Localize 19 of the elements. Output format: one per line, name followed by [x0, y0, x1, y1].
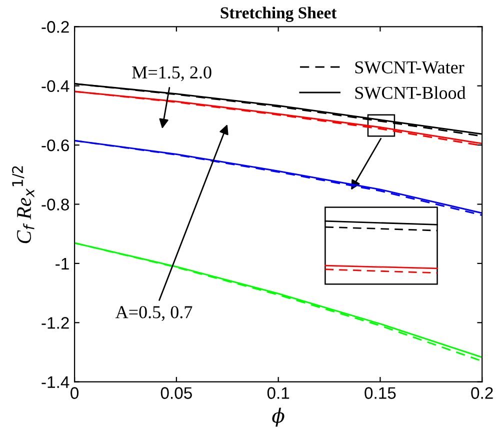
x-tick-label: 0.2	[471, 387, 493, 399]
chart-title: Stretching Sheet	[220, 6, 337, 22]
x-axis-title: ϕ	[272, 408, 284, 427]
x-tick-label: 0.1	[267, 387, 290, 399]
legend-label: SWCNT-Water	[355, 61, 464, 74]
x-tick-label: 0	[70, 387, 79, 399]
y-tick-label: -1.4	[42, 376, 70, 388]
y-tick-label: -0.8	[42, 198, 69, 210]
x-tick-label: 0.05	[160, 387, 192, 399]
x-tick-label: 0.15	[364, 387, 396, 399]
y-tick-label: -0.6	[42, 139, 69, 152]
y-axis-title: C$_{f}$ Re$_{x}$$^{1/2}$	[12, 166, 34, 244]
legend-label: SWCNT-Blood	[355, 86, 466, 100]
annotation: M=1.5, 2.0	[132, 66, 212, 82]
y-tick-label: -1.2	[42, 317, 69, 329]
annotation: A=0.5, 0.7	[115, 306, 192, 321]
y-tick-label: -1	[56, 258, 69, 270]
y-tick-label: -0.2	[42, 21, 69, 33]
y-tick-label: -0.4	[42, 80, 70, 92]
